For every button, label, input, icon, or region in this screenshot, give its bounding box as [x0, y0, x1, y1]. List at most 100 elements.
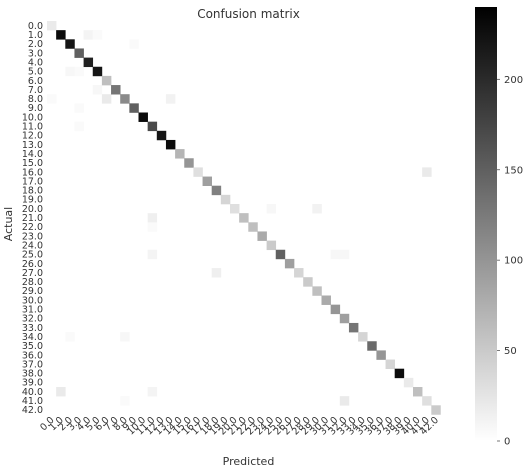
- colorbar-tick-label: 0: [504, 437, 510, 448]
- heatmap-cell-diagonal: [239, 213, 249, 223]
- y-tick-label: 0.0: [28, 21, 43, 32]
- y-tick-label: 23.0: [22, 231, 43, 242]
- heatmap-cell: [147, 387, 158, 397]
- y-tick-label: 6.0: [28, 76, 43, 87]
- heatmap-cell-diagonal: [403, 377, 414, 388]
- heatmap-cell: [339, 249, 350, 260]
- y-tick-label: 24.0: [22, 240, 43, 251]
- y-tick-label: 22.0: [22, 222, 43, 233]
- heatmap-cell: [83, 30, 94, 40]
- x-axis-label: Predicted: [223, 455, 275, 468]
- y-tick-label: 33.0: [22, 323, 43, 334]
- heatmap-cell-diagonal: [120, 94, 130, 104]
- chart-title: Confusion matrix: [197, 7, 300, 21]
- heatmap-cell-diagonal: [47, 21, 57, 31]
- heatmap-cell-diagonal: [129, 103, 139, 113]
- colorbar-ticks: 0 50 100 150 200: [497, 75, 523, 448]
- heatmap-cell-diagonal: [431, 405, 441, 415]
- heatmap-cell-diagonal: [111, 85, 121, 95]
- y-tick-label: 27.0: [22, 268, 43, 279]
- heatmap-cell-diagonal: [211, 185, 222, 196]
- y-tick-label: 13.0: [22, 140, 43, 151]
- heatmap-cell-diagonal: [376, 350, 386, 360]
- heatmap-cell-diagonal: [257, 231, 267, 241]
- heatmap-cell-diagonal: [56, 30, 66, 40]
- heatmap-cell: [65, 66, 75, 77]
- y-tick-label: 12.0: [22, 131, 43, 142]
- y-tick-label: 5.0: [28, 67, 43, 78]
- heatmap-cell-diagonal: [284, 258, 295, 269]
- heatmap-cell-diagonal: [156, 130, 167, 141]
- y-tick-label: 31.0: [22, 305, 43, 316]
- heatmap-cell-diagonal: [175, 149, 185, 159]
- y-tick-label: 11.0: [22, 122, 43, 133]
- heatmap-cell: [101, 94, 112, 104]
- heatmap-cell: [165, 94, 176, 104]
- heatmap-cell-diagonal: [367, 341, 377, 351]
- y-tick-label: 25.0: [22, 250, 43, 261]
- y-tick-label: 2.0: [28, 39, 43, 50]
- y-tick-label: 36.0: [22, 350, 43, 361]
- y-tick-label: 28.0: [22, 277, 43, 288]
- y-tick-label: 37.0: [22, 359, 43, 370]
- heatmap-cell: [422, 167, 432, 177]
- heatmap-cell: [266, 204, 277, 214]
- heatmap-cell: [92, 85, 103, 95]
- heatmap-cell-diagonal: [312, 286, 322, 296]
- x-tick-labels: 0.01.02.03.04.05.06.07.08.09.010.011.012…: [38, 415, 441, 438]
- colorbar: [475, 7, 497, 441]
- heatmap-cell: [92, 30, 103, 40]
- colorbar-tick-label: 50: [504, 346, 517, 357]
- heatmap-cell-diagonal: [339, 313, 350, 324]
- y-tick-label: 32.0: [22, 314, 43, 325]
- heatmap-cell-diagonal: [165, 139, 176, 150]
- heatmap-cell: [339, 396, 350, 406]
- heatmap-cell-diagonal: [275, 249, 286, 260]
- heatmap-cell-diagonal: [147, 121, 158, 132]
- heatmap-cell: [147, 213, 158, 223]
- y-tick-label: 34.0: [22, 332, 43, 343]
- heatmap-cell-diagonal: [65, 39, 75, 49]
- y-tick-label: 1.0: [28, 30, 43, 41]
- heatmap-cell: [120, 332, 130, 342]
- y-tick-label: 4.0: [28, 57, 43, 68]
- y-tick-label: 29.0: [22, 286, 43, 297]
- y-tick-label: 35.0: [22, 341, 43, 352]
- y-axis-label: Actual: [2, 207, 15, 241]
- heatmap-cells: [47, 21, 441, 415]
- y-tick-label: 16.0: [22, 167, 43, 178]
- heatmap-cell-diagonal: [248, 222, 258, 232]
- heatmap-cell-diagonal: [294, 268, 304, 278]
- heatmap-cell-diagonal: [83, 57, 94, 68]
- heatmap-cell-diagonal: [184, 158, 194, 168]
- heatmap-cell: [56, 387, 66, 397]
- y-tick-label: 38.0: [22, 369, 43, 380]
- y-tick-label: 18.0: [22, 186, 43, 197]
- heatmap-cell: [330, 249, 341, 260]
- heatmap-cell: [74, 66, 84, 77]
- heatmap-cell-diagonal: [422, 396, 432, 406]
- heatmap-cell: [65, 332, 75, 342]
- heatmap-cell-diagonal: [220, 194, 231, 205]
- heatmap-cell-diagonal: [202, 176, 212, 186]
- heatmap-cell: [47, 94, 57, 104]
- y-tick-label: 19.0: [22, 195, 43, 206]
- y-tick-label: 14.0: [22, 149, 43, 160]
- heatmap-cell: [147, 249, 158, 260]
- heatmap-cell-diagonal: [330, 304, 341, 315]
- heatmap-cell: [129, 39, 139, 49]
- y-tick-label: 3.0: [28, 48, 43, 59]
- heatmap-cell-diagonal: [413, 387, 423, 397]
- heatmap-cell-diagonal: [385, 359, 395, 369]
- heatmap-cell-diagonal: [358, 332, 368, 342]
- heatmap-cell-diagonal: [394, 368, 405, 379]
- heatmap-cell: [312, 204, 322, 214]
- heatmap-cell-diagonal: [101, 75, 112, 86]
- heatmap-cell: [120, 396, 130, 406]
- heatmap-cell-diagonal: [74, 48, 84, 58]
- heatmap-cell-diagonal: [348, 322, 359, 333]
- y-tick-label: 21.0: [22, 213, 43, 224]
- y-tick-label: 39.0: [22, 378, 43, 389]
- heatmap-cell-diagonal: [193, 167, 203, 177]
